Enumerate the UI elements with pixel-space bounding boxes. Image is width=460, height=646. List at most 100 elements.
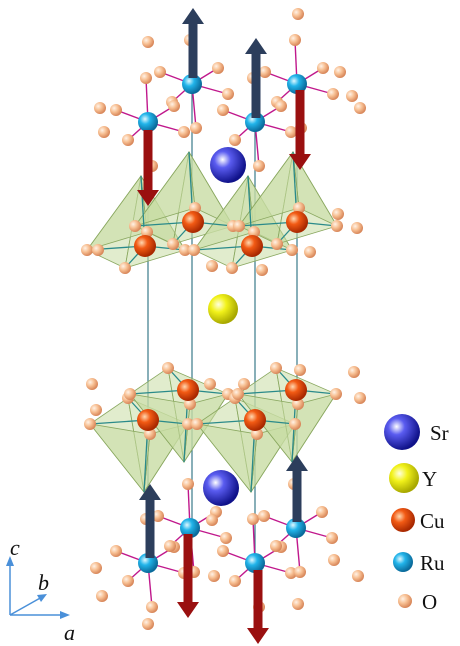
oxygen-atom [178, 126, 190, 138]
oxygen-atom [220, 532, 232, 544]
oxygen-atom [146, 601, 158, 613]
yttrium-atom [208, 294, 238, 324]
oxygen-atom [317, 62, 329, 74]
oxygen-atom [119, 262, 131, 274]
spin-up-arrow-head [182, 8, 204, 24]
oxygen-atom [271, 238, 283, 250]
oxygen-atom [316, 506, 328, 518]
oxygen-atom [94, 102, 106, 114]
oxygen-atom [179, 244, 191, 256]
oxygen-atom [206, 260, 218, 272]
oxygen-atom [212, 62, 224, 74]
legend: Sr Y Cu Ru O [384, 414, 449, 614]
pyramid-face [237, 150, 300, 227]
oxygen-atom [86, 378, 98, 390]
oxygen-atom [208, 570, 220, 582]
oxygen-atom [346, 90, 358, 102]
o-atom-icon [398, 594, 412, 608]
a-axis-arrowhead [60, 611, 70, 619]
oxygen-atom [168, 100, 180, 112]
axes-indicator: c b a [6, 535, 75, 645]
oxygen-atom [191, 418, 203, 430]
legend-item-sr: Sr [384, 414, 449, 450]
oxygen-atom [188, 244, 200, 256]
legend-label-sr: Sr [430, 421, 449, 445]
oxygen-atom [154, 66, 166, 78]
oxygen-atom [285, 567, 297, 579]
pyramid-face [85, 174, 148, 251]
c-axis-arrowhead [6, 556, 14, 566]
oxygen-atom [229, 134, 241, 146]
oxygen-atom [238, 378, 250, 390]
oxygen-atom [222, 88, 234, 100]
oxygen-atom [354, 102, 366, 114]
ruthenium-atom [138, 112, 158, 132]
oxygen-atom [129, 220, 141, 232]
spin-up-arrow-head [139, 484, 161, 500]
oxygen-atom [206, 514, 218, 526]
oxygen-atom [167, 238, 179, 250]
oxygen-atom [229, 575, 241, 587]
legend-item-y: Y [389, 463, 437, 493]
cu-atom-icon [391, 508, 415, 532]
legend-item-o: O [398, 590, 437, 614]
oxygen-atom [182, 478, 194, 490]
cuo5-pyramids [85, 150, 339, 494]
oxygen-atom [270, 362, 282, 374]
oxygen-atom [292, 598, 304, 610]
spin-down-arrow-head [177, 602, 199, 618]
oxygen-atom [294, 364, 306, 376]
pyramid-face [89, 423, 151, 494]
oxygen-atom [90, 562, 102, 574]
legend-item-ru: Ru [393, 551, 445, 575]
oxygen-atom [348, 366, 360, 378]
oxygen-atom [164, 540, 176, 552]
y-atom-icon [389, 463, 419, 493]
spin-down-arrow-head [247, 628, 269, 644]
ruthenium-atom [286, 518, 306, 538]
spin-up-arrow-head [286, 455, 308, 471]
oxygen-atom [142, 618, 154, 630]
oxygen-atom [84, 418, 96, 430]
legend-label-o: O [422, 590, 437, 614]
oxygen-atom [330, 388, 342, 400]
spin-down-arrow-head [289, 154, 311, 170]
atoms [81, 8, 366, 630]
oxygen-atom [122, 575, 134, 587]
sr-atom-icon [384, 414, 420, 450]
oxygen-atom [232, 388, 244, 400]
copper-atom [177, 379, 199, 401]
ruthenium-atom [287, 74, 307, 94]
oxygen-atom [289, 418, 301, 430]
oxygen-atom [275, 100, 287, 112]
strontium-atom [210, 147, 246, 183]
oxygen-atom [217, 104, 229, 116]
oxygen-atom [90, 404, 102, 416]
oxygen-atom [217, 545, 229, 557]
oxygen-atom [141, 226, 153, 238]
oxygen-atom [81, 244, 93, 256]
oxygen-atom [285, 126, 297, 138]
ruthenium-atom [180, 518, 200, 538]
oxygen-atom [140, 72, 152, 84]
oxygen-atom [184, 398, 196, 410]
pyramid-face [133, 150, 196, 227]
oxygen-atom [289, 34, 301, 46]
oxygen-atom [328, 554, 340, 566]
oxygen-atom [292, 398, 304, 410]
copper-atom [137, 409, 159, 431]
oxygen-atom [270, 540, 282, 552]
copper-atom [286, 211, 308, 233]
oxygen-atom [144, 428, 156, 440]
oxygen-atom [248, 226, 260, 238]
copper-atom [241, 235, 263, 257]
oxygen-atom [110, 104, 122, 116]
oxygen-atom [256, 264, 268, 276]
oxygen-atom [92, 244, 104, 256]
oxygen-atom [259, 66, 271, 78]
oxygen-atom [292, 8, 304, 20]
copper-atom [182, 211, 204, 233]
a-axis-label: a [64, 620, 75, 645]
copper-atom [244, 409, 266, 431]
